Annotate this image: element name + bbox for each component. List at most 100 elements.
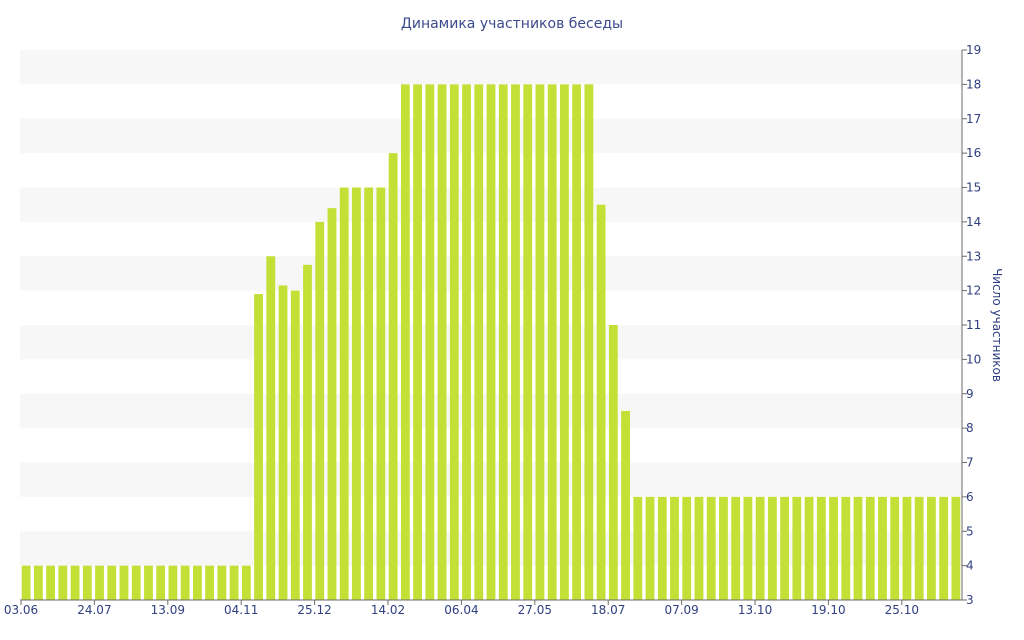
bar: [156, 565, 166, 601]
bar: [939, 496, 949, 601]
bar: [731, 496, 741, 601]
bar: [816, 496, 826, 601]
bar: [865, 496, 875, 601]
bar: [584, 84, 594, 601]
bar: [107, 565, 117, 601]
bar: [902, 496, 912, 601]
y-tick-label: 17: [966, 112, 981, 126]
bar: [437, 84, 447, 601]
bar: [462, 84, 471, 601]
y-tick-label: 16: [966, 146, 981, 160]
bar: [780, 496, 790, 601]
y-axis-label: Число участников: [990, 268, 1004, 382]
x-tick-label: 18.07: [591, 603, 625, 617]
bar: [254, 294, 263, 600]
bar: [413, 84, 422, 601]
bar: [547, 84, 557, 601]
y-tick-label: 13: [966, 249, 981, 263]
x-tick-label: 06.04: [444, 603, 478, 617]
bar: [327, 208, 337, 601]
bar: [657, 496, 667, 601]
bar: [633, 496, 643, 601]
bar: [927, 496, 936, 601]
bar: [951, 496, 961, 601]
y-tick-label: 3: [966, 593, 974, 607]
bar: [315, 221, 325, 601]
bar: [388, 153, 398, 601]
bar: [608, 325, 618, 600]
bar: [33, 565, 43, 601]
y-tick-label: 5: [966, 524, 974, 538]
bar: [511, 84, 520, 601]
bar: [144, 565, 153, 601]
bar: [792, 496, 802, 601]
bar: [914, 496, 924, 601]
y-tick-label: 15: [966, 181, 981, 195]
y-axis: 3 4 5 6 7 8 9 10 11 12 13 14 15 16 17 18 19: [961, 43, 981, 607]
y-tick-label: 7: [966, 456, 974, 470]
y-tick-label: 18: [966, 77, 981, 91]
bar: [645, 496, 655, 601]
y-tick-label: 12: [966, 284, 981, 298]
x-tick-label: 19.10: [811, 603, 845, 617]
bar: [205, 565, 215, 601]
bar: [743, 496, 753, 601]
x-tick-label: 25.10: [885, 603, 919, 617]
bar: [290, 290, 300, 601]
bar: [841, 496, 851, 601]
grid-band: [20, 50, 962, 85]
x-tick-label: 14.02: [371, 603, 405, 617]
bar: [694, 496, 704, 601]
bar: [670, 496, 679, 601]
y-tick-label: 19: [966, 43, 981, 57]
bar: [706, 496, 716, 601]
bar: [131, 565, 141, 601]
bars: [21, 84, 961, 601]
bar: [229, 565, 239, 601]
y-tick-label: 10: [966, 352, 981, 366]
x-tick-label: 25.12: [297, 603, 331, 617]
y-tick-label: 14: [966, 215, 981, 229]
bar: [449, 84, 459, 601]
x-tick-label: 07.09: [664, 603, 698, 617]
bar: [621, 410, 630, 600]
bar: [755, 496, 765, 601]
bar: [829, 496, 838, 601]
bar: [46, 565, 55, 601]
bar: [278, 285, 288, 600]
bar: [364, 187, 374, 600]
chart-title: Динамика участников беседы: [401, 16, 623, 32]
bar: [303, 264, 312, 600]
bar: [376, 187, 386, 600]
bar: [95, 565, 104, 601]
y-tick-label: 9: [966, 387, 974, 401]
bar: [352, 187, 361, 600]
bar: [474, 84, 484, 601]
bar: [853, 496, 863, 601]
bar: [70, 565, 80, 601]
bar: [719, 496, 728, 601]
bar: [82, 565, 92, 601]
y-tick-label: 6: [966, 490, 974, 504]
bar: [425, 84, 435, 601]
bar: [400, 84, 410, 601]
bar: [498, 84, 508, 601]
y-tick-label: 8: [966, 421, 974, 435]
bar: [486, 84, 496, 601]
bar: [266, 256, 276, 600]
bar: [560, 84, 569, 601]
x-tick-label: 27.05: [518, 603, 552, 617]
x-tick-label: 03.06: [4, 603, 38, 617]
x-tick-label: 13.09: [151, 603, 185, 617]
bar: [767, 496, 777, 601]
bar: [572, 84, 582, 601]
bar: [21, 565, 31, 601]
bar: [890, 496, 900, 601]
bar: [596, 204, 606, 600]
x-axis: 03.06 24.07 13.09 04.11 25.12 14.02 06.04 27.05…: [4, 599, 962, 617]
bar: [804, 496, 814, 601]
bar: [168, 565, 178, 601]
x-tick-label: 24.07: [77, 603, 111, 617]
x-tick-label: 04.11: [224, 603, 258, 617]
